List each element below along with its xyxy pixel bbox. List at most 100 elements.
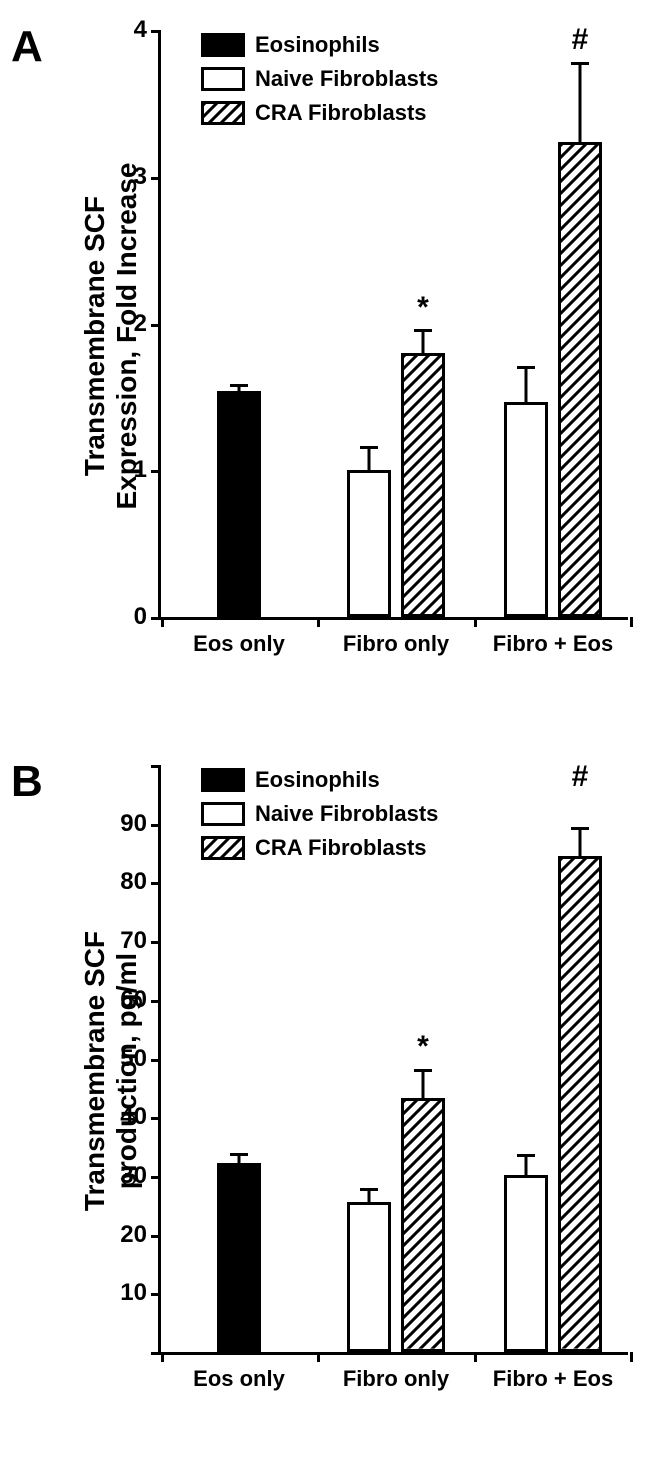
ytick-a: [151, 617, 161, 620]
ytick-a: [151, 30, 161, 33]
legend-b: Eosinophils Naive Fibroblasts CRA Fibrob…: [201, 767, 438, 861]
hatch-icon: [404, 1101, 442, 1349]
sig-b-star: *: [417, 1030, 429, 1064]
legend-text: Naive Fibroblasts: [255, 66, 438, 92]
errorbar-cap-b: [360, 1188, 378, 1191]
errorbar-cap-a: [360, 446, 378, 449]
ytick-label-a: 1: [134, 456, 147, 484]
panel-label-b: B: [11, 757, 43, 807]
legend-swatch-hatch: [201, 101, 245, 125]
figure: A Transmembrane SCF Expression, Fold Inc…: [0, 0, 650, 1466]
plot-area-b: 10 20 30 40 50 60 70 80 90 Eos only Fibr: [158, 765, 628, 1355]
ytick-b: [151, 1059, 161, 1062]
ytick-label-a: 2: [134, 310, 147, 338]
y-axis-label-b-line1: Transmembrane SCF: [79, 891, 111, 1251]
legend-text: CRA Fibroblasts: [255, 100, 427, 126]
errorbar-b: [368, 1191, 371, 1202]
bar-b-fibro-eos-naive: [504, 1175, 548, 1352]
xtick-a: [317, 617, 320, 627]
y-axis-label-a-line1: Transmembrane SCF: [79, 156, 111, 516]
ytick-label-b: 20: [120, 1221, 147, 1249]
ytick-b: [151, 882, 161, 885]
ytick-label-b: 40: [120, 1103, 147, 1131]
errorbar-b: [238, 1156, 241, 1163]
xtick-a: [474, 617, 477, 627]
legend-row: CRA Fibroblasts: [201, 100, 438, 126]
errorbar-cap-a: [230, 384, 248, 387]
sig-a-star: *: [417, 291, 429, 325]
bar-a-eos-only-eosinophils: [217, 391, 261, 617]
xtick-a: [161, 617, 164, 627]
ytick-a: [151, 177, 161, 180]
errorbar-a: [422, 332, 425, 353]
legend-row: CRA Fibroblasts: [201, 835, 438, 861]
ytick-label-a: 4: [134, 16, 147, 44]
panel-label-a: A: [11, 22, 43, 72]
sig-b-hash: #: [572, 760, 589, 794]
ytick-b: [151, 1117, 161, 1120]
legend-swatch-white: [201, 802, 245, 826]
xtick-label-b: Eos only: [193, 1366, 285, 1392]
ytick-label-b: 90: [120, 810, 147, 838]
bar-b-fibro-only-cra: [401, 1098, 445, 1352]
xtick-label-b: Fibro + Eos: [493, 1366, 613, 1392]
legend-text: Eosinophils: [255, 767, 380, 793]
errorbar-cap-b: [571, 827, 589, 830]
errorbar-cap-b: [414, 1069, 432, 1072]
xtick-label-a: Fibro + Eos: [493, 631, 613, 657]
hatch-icon: [404, 356, 442, 614]
sig-a-hash: #: [572, 23, 589, 57]
errorbar-cap-a: [517, 366, 535, 369]
ytick-label-b: 30: [120, 1162, 147, 1190]
ytick-b: [151, 1000, 161, 1003]
ytick-b: [151, 824, 161, 827]
ytick-b: [151, 1176, 161, 1179]
legend-row: Eosinophils: [201, 32, 438, 58]
ytick-label-b: 50: [120, 1045, 147, 1073]
ytick-b: [151, 1235, 161, 1238]
errorbar-b: [579, 830, 582, 857]
legend-swatch-white: [201, 67, 245, 91]
legend-text: CRA Fibroblasts: [255, 835, 427, 861]
xtick-label-a: Eos only: [193, 631, 285, 657]
ytick-b: [151, 1293, 161, 1296]
panel-a: A Transmembrane SCF Expression, Fold Inc…: [0, 0, 650, 700]
xtick-b: [161, 1352, 164, 1362]
bar-a-fibro-eos-cra: [558, 142, 602, 617]
bar-a-fibro-eos-naive: [504, 402, 548, 617]
hatch-icon: [204, 839, 242, 857]
hatch-icon: [204, 104, 242, 122]
xtick-b: [474, 1352, 477, 1362]
errorbar-a: [525, 369, 528, 401]
legend-text: Naive Fibroblasts: [255, 801, 438, 827]
bar-b-eos-only-eosinophils: [217, 1163, 261, 1352]
ytick-label-b: 80: [120, 868, 147, 896]
xtick-a: [630, 617, 633, 627]
panel-b: B Transmembrane SCF production, pg/ml 10…: [0, 735, 650, 1440]
xtick-label-a: Fibro only: [343, 631, 449, 657]
legend-row: Eosinophils: [201, 767, 438, 793]
errorbar-b: [525, 1157, 528, 1175]
plot-area-a: 0 1 2 3 4 Eos only Fibro only Fibro + Eo…: [158, 30, 628, 620]
errorbar-a: [579, 65, 582, 142]
bar-a-fibro-only-naive: [347, 470, 391, 618]
xtick-label-b: Fibro only: [343, 1366, 449, 1392]
legend-row: Naive Fibroblasts: [201, 801, 438, 827]
errorbar-cap-b: [517, 1154, 535, 1157]
xtick-b: [630, 1352, 633, 1362]
errorbar-cap-b: [230, 1153, 248, 1156]
ytick-label-b: 60: [120, 986, 147, 1014]
errorbar-a: [238, 387, 241, 391]
bar-a-fibro-only-cra: [401, 353, 445, 617]
legend-a: Eosinophils Naive Fibroblasts CRA Fibrob…: [201, 32, 438, 126]
ytick-b: [151, 765, 161, 768]
ytick-b: [151, 941, 161, 944]
legend-swatch-hatch: [201, 836, 245, 860]
ytick-label-a: 0: [134, 603, 147, 631]
errorbar-b: [422, 1072, 425, 1099]
bar-b-fibro-only-naive: [347, 1202, 391, 1353]
hatch-icon: [561, 145, 599, 614]
ytick-a: [151, 324, 161, 327]
legend-swatch-black: [201, 33, 245, 57]
bar-b-fibro-eos-cra: [558, 856, 602, 1352]
